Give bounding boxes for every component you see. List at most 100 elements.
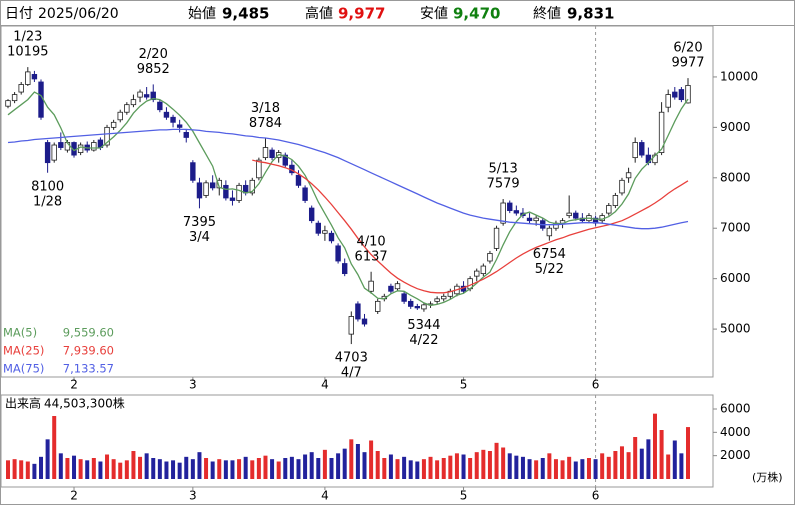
volume-bar (204, 458, 209, 479)
x-tick-label: 6 (592, 378, 600, 392)
candle-body (566, 212, 572, 217)
volume-bar (686, 427, 690, 479)
close-value: 9,831 (567, 5, 614, 23)
volume-bar (679, 453, 684, 479)
volume-bar (540, 458, 545, 479)
candle-body (302, 187, 308, 201)
candle-body (408, 300, 414, 307)
annotation-value: 10195 (7, 45, 48, 60)
candle-body (157, 101, 163, 111)
volume-bar (520, 456, 525, 479)
candle-body (190, 162, 196, 181)
annotation-date: 6/20 (673, 41, 702, 56)
candle-body (110, 121, 117, 128)
candle-body (223, 184, 229, 199)
candle-body (526, 217, 533, 222)
volume-bar (633, 437, 638, 479)
legend-label: MA(25) (3, 344, 44, 358)
volume-bar (230, 460, 235, 479)
volume-bar (349, 439, 354, 479)
candle-body (77, 144, 84, 153)
volume-bar (237, 459, 242, 479)
volume-bar (626, 452, 631, 479)
x-tick-label: 5 (460, 378, 468, 392)
candle-body (441, 295, 447, 300)
ma-line (252, 159, 689, 294)
high-label: 高値 (305, 5, 333, 22)
y-tick-label: 9000 (720, 120, 751, 134)
volume-bar (593, 459, 598, 479)
header-bar (0, 0, 795, 26)
x-tick-label: 4 (321, 489, 329, 503)
open-value: 9,485 (222, 5, 269, 23)
volume-bar (322, 449, 327, 479)
x-tick-label: 2 (70, 489, 78, 503)
volume-unit: (万株) (752, 470, 783, 484)
volume-bar (105, 454, 110, 479)
candle-body (421, 304, 427, 310)
volume-bar (78, 459, 83, 479)
y-tick-label: 6000 (720, 402, 751, 416)
y-tick-label: 8000 (720, 170, 751, 184)
candle-body (256, 159, 262, 179)
volume-bar (415, 461, 420, 479)
annotation-date: 5/22 (535, 262, 564, 277)
candle-body (513, 210, 520, 214)
volume-bar (534, 460, 539, 479)
candle-body (196, 182, 203, 199)
candle-body (678, 89, 685, 101)
legend-value: 7,939.60 (63, 344, 114, 358)
x-tick-label: 4 (321, 378, 329, 392)
volume-bar (487, 451, 492, 479)
ma-line (7, 91, 689, 307)
candle-body (533, 217, 539, 222)
candle-body (658, 111, 665, 153)
volume-bar (560, 460, 565, 479)
candle-body (282, 154, 288, 166)
candle-body (546, 227, 553, 237)
volume-bar (263, 455, 268, 479)
candle-body (434, 298, 440, 302)
volume-bar (586, 458, 591, 479)
volume-bar (613, 451, 618, 479)
candle-body (480, 265, 487, 275)
volume-bar (652, 413, 657, 479)
legend-label: MA(5) (3, 326, 37, 340)
volume-bar (72, 455, 77, 479)
volume-bar (6, 460, 10, 479)
candle-body (183, 132, 189, 138)
candle-body (51, 144, 57, 161)
candle-body (170, 116, 176, 123)
candle-body (606, 205, 612, 214)
candle-body (487, 253, 493, 262)
annotation-value: 6754 (533, 247, 566, 262)
high-value: 9,977 (338, 5, 385, 23)
volume-bar (151, 458, 156, 479)
candle-body (335, 245, 341, 262)
volume-bar (131, 451, 136, 479)
candle-body (665, 94, 671, 108)
volume-bar (197, 452, 202, 479)
low-label: 安値 (420, 6, 448, 22)
volume-bar (362, 452, 367, 479)
candle-body (58, 142, 64, 148)
volume-bar (454, 453, 459, 479)
volume-bar (514, 455, 519, 479)
candle-body (130, 99, 137, 106)
annotation-date: 4/22 (409, 333, 438, 348)
volume-bar (138, 456, 143, 479)
volume-bar (461, 454, 466, 479)
candle-body (368, 280, 374, 292)
candle-body (685, 85, 691, 104)
candle-body (25, 71, 31, 85)
y-tick-label: 2000 (720, 448, 751, 462)
y-tick-label: 7000 (720, 221, 751, 235)
candle-body (5, 100, 11, 107)
candle-body (163, 111, 170, 118)
volume-bar (441, 458, 446, 479)
volume-title: 出来高 (5, 396, 41, 411)
ma-line (7, 128, 689, 230)
candle-body (348, 316, 355, 335)
volume-bar (45, 439, 50, 479)
